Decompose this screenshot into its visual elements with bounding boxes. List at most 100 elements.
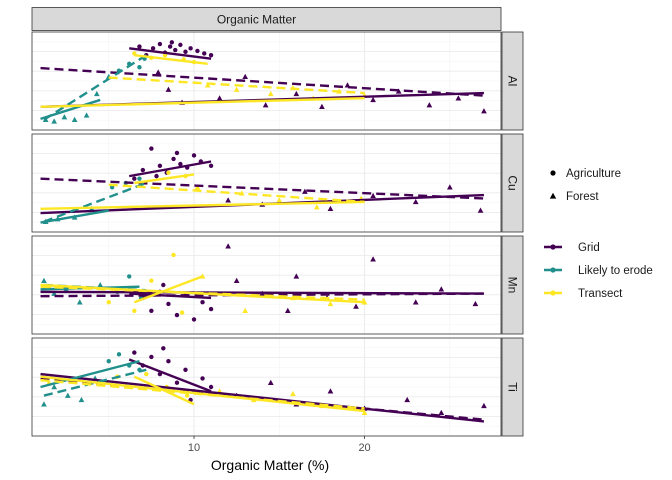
legend-label: Forest xyxy=(566,191,599,203)
data-point-triangle xyxy=(446,184,453,190)
legend-label: Likely to erode xyxy=(578,265,653,277)
data-point-circle xyxy=(149,146,154,151)
panel-border xyxy=(31,31,502,131)
data-point-circle xyxy=(208,306,214,312)
trend-line xyxy=(134,54,208,65)
trend-line xyxy=(128,160,212,178)
data-point-triangle xyxy=(225,243,231,249)
data-point-circle xyxy=(132,176,137,181)
data-point-circle xyxy=(171,156,176,162)
trend-line-dashed xyxy=(43,368,147,397)
color-legend: Grid Likely to erode Transect xyxy=(544,242,653,300)
data-point-triangle xyxy=(225,197,231,203)
trend-line xyxy=(40,209,109,224)
data-point-circle xyxy=(174,380,180,385)
data-point-circle xyxy=(178,161,183,167)
data-point-circle xyxy=(171,252,176,258)
data-point-triangle xyxy=(438,409,445,416)
data-point-triangle xyxy=(361,409,368,416)
data-point-circle xyxy=(169,40,175,45)
trend-line-dashed xyxy=(40,378,365,410)
data-point-triangle xyxy=(51,118,58,124)
data-point-circle xyxy=(166,359,171,364)
trend-line-dashed xyxy=(40,285,365,301)
trend-line-dashed xyxy=(108,183,365,204)
facet-strip-right xyxy=(501,337,524,437)
data-point-circle xyxy=(150,46,156,51)
trend-line-dashed xyxy=(43,181,147,223)
data-point-triangle xyxy=(353,303,359,309)
data-point-triangle xyxy=(155,69,162,75)
legend-label: Transect xyxy=(578,288,623,300)
facet-strip-right xyxy=(501,133,524,233)
trend-line-dashed xyxy=(40,66,485,97)
data-point-triangle xyxy=(93,90,100,97)
strip-top-title: Organic Matter xyxy=(217,13,296,27)
data-point-triangle xyxy=(313,204,320,210)
data-point-triangle xyxy=(71,116,78,122)
panel-al: Al xyxy=(31,31,524,131)
data-point-circle xyxy=(208,53,214,58)
data-point-circle xyxy=(183,367,188,372)
trend-line xyxy=(133,375,195,406)
data-point-circle xyxy=(161,346,166,351)
trend-line-dashed xyxy=(43,54,147,121)
data-point-triangle xyxy=(262,102,269,108)
trend-line xyxy=(40,97,365,108)
data-point-circle xyxy=(191,317,197,322)
data-point-circle xyxy=(188,46,193,51)
facet-strip-top: Organic Matter xyxy=(31,7,502,31)
x-axis: 10 20 xyxy=(188,436,371,454)
facet-strip-right xyxy=(501,31,524,131)
panel-ti: Ti xyxy=(31,337,524,437)
data-point-circle xyxy=(132,350,137,355)
facet-strip-label: Al xyxy=(506,76,520,87)
data-point-triangle xyxy=(370,192,376,199)
data-point-triangle xyxy=(276,197,283,203)
data-point-triangle xyxy=(61,114,68,120)
data-point-triangle xyxy=(319,103,325,110)
trend-line-dashed xyxy=(40,292,484,298)
data-point-triangle xyxy=(412,198,419,205)
trend-line xyxy=(133,275,203,304)
data-point-circle xyxy=(179,310,185,315)
data-point-triangle xyxy=(51,384,58,390)
data-point-circle xyxy=(149,308,154,313)
data-point-triangle xyxy=(83,112,90,118)
legend-key-point xyxy=(550,267,556,273)
data-point-triangle xyxy=(293,90,300,97)
data-point-circle xyxy=(178,42,183,48)
data-point-triangle xyxy=(302,188,308,194)
panel-border xyxy=(31,235,502,335)
data-point-circle xyxy=(202,51,207,56)
panel-border xyxy=(31,337,502,437)
panel-border xyxy=(31,133,502,233)
data-point-circle xyxy=(127,274,132,279)
data-point-triangle xyxy=(41,401,47,407)
data-point-circle xyxy=(184,393,190,398)
x-tick-label: 20 xyxy=(358,442,370,454)
facet-strip-label: Ti xyxy=(506,382,520,392)
data-point-circle xyxy=(183,49,188,54)
x-axis-title: Organic Matter (%) xyxy=(211,457,329,473)
data-point-triangle xyxy=(412,299,419,305)
data-point-triangle xyxy=(327,300,334,307)
data-point-triangle xyxy=(370,96,376,103)
data-point-circle xyxy=(174,150,180,156)
trend-line-dashed xyxy=(40,177,484,200)
data-point-circle xyxy=(149,354,154,360)
legend-label: Agriculture xyxy=(566,168,621,180)
data-point-circle xyxy=(166,301,171,307)
data-point-circle xyxy=(132,308,137,313)
data-point-triangle xyxy=(242,73,249,79)
legend-key-point xyxy=(550,290,556,296)
data-point-circle xyxy=(195,48,200,54)
data-point-circle xyxy=(106,359,111,364)
data-point-circle xyxy=(161,282,166,288)
data-point-triangle xyxy=(165,86,172,92)
facet-strip-right xyxy=(501,235,524,335)
data-point-triangle xyxy=(481,402,487,409)
data-point-triangle xyxy=(290,390,296,397)
data-point-triangle xyxy=(293,273,300,279)
panel-mn: Mn xyxy=(31,235,524,335)
